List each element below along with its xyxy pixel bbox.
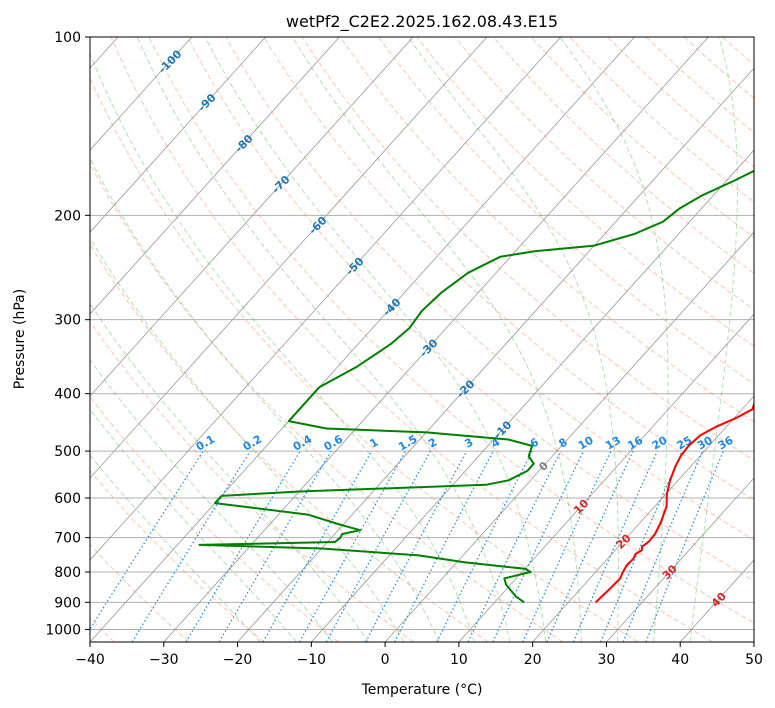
- dry-adiabat: [90, 320, 414, 642]
- mixing-ratio-line: [299, 450, 407, 642]
- isotherm--90: [90, 37, 266, 233]
- dewpoint-profile: [198, 169, 754, 604]
- isotherm--70: [90, 37, 414, 397]
- moist-adiabat: [90, 52, 475, 642]
- moist-adiabat: [90, 157, 440, 642]
- moist-adiabat: [90, 237, 405, 642]
- isotherm--10: [311, 149, 754, 642]
- mixing-ratio-line: [600, 450, 683, 642]
- isotherm-20: [532, 395, 754, 642]
- dry-adiabat: [416, 37, 754, 347]
- x-tick-label: −30: [149, 652, 179, 668]
- isotherm--80: [90, 37, 340, 315]
- y-tick-label: 700: [54, 531, 81, 547]
- plot-area: 0.1 0.2 0.4 0.6 1 1.5 2 3 4 6 8 10 13 16 20 25 30 36-100-…: [89, 36, 755, 643]
- moist-adiabat: [559, 37, 669, 642]
- mixing-ratio-line: [546, 450, 634, 642]
- moist-adiabat: [291, 37, 582, 642]
- x-tick-label: 0: [381, 652, 390, 668]
- y-tick-label: 900: [54, 595, 81, 611]
- y-tick-label: 800: [54, 565, 81, 581]
- mixing-ratio-line: [325, 450, 431, 642]
- isotherm--60: [90, 37, 488, 479]
- dry-adiabat: [90, 469, 265, 642]
- x-axis-label: Temperature (°C): [361, 682, 483, 698]
- dry-adiabat: [263, 37, 754, 501]
- x-tick-label: −40: [75, 652, 105, 668]
- x-tick-label: 10: [450, 652, 468, 668]
- isotherm--100: [90, 37, 193, 151]
- mixing-ratio-line: [90, 450, 204, 631]
- dry-adiabat: [339, 37, 754, 423]
- y-axis-label: Pressure (hPa): [12, 289, 28, 389]
- x-tick-label: −10: [297, 652, 327, 668]
- dry-adiabat: [301, 37, 754, 461]
- isotherm-10: [458, 313, 754, 642]
- mixing-ratio-line: [645, 450, 724, 642]
- chart-title: wetPf2_C2E2.2025.162.08.43.E15: [286, 12, 558, 32]
- mixing-ratio-line: [572, 450, 658, 642]
- plot-frame: [89, 36, 755, 643]
- isotherm--40: [90, 37, 635, 642]
- moist-adiabat: [689, 37, 738, 642]
- isotherm-0: [384, 231, 754, 642]
- dry-adiabat: [90, 162, 564, 642]
- y-tick-label: 300: [54, 313, 81, 329]
- x-tick-label: 40: [671, 652, 689, 668]
- y-tick-label: 400: [54, 387, 81, 403]
- mixing-ratio-line: [622, 450, 704, 642]
- dry-adiabat: [90, 243, 489, 642]
- x-tick-label: 30: [598, 652, 616, 668]
- y-tick-label: 600: [54, 491, 81, 507]
- y-tick-label: 500: [54, 444, 81, 460]
- axes: −40 −30 −20 −10 0 10 20 30 40 50 100 200 300 400 500 60…: [45, 30, 763, 668]
- temperature-profile: [595, 401, 754, 604]
- isotherm--30: [163, 37, 709, 642]
- moist-adiabat: [136, 37, 511, 642]
- dry-adiabat: [454, 37, 754, 310]
- moist-adiabat: [90, 454, 261, 642]
- dry-adiabat: [186, 37, 754, 582]
- x-tick-label: 50: [745, 652, 763, 668]
- y-tick-label: 200: [54, 208, 81, 224]
- mixing-ratio-line: [365, 450, 468, 642]
- x-tick-label: 20: [524, 652, 542, 668]
- moist-adiabat: [90, 408, 297, 642]
- moist-adiabat: [90, 302, 369, 642]
- x-tick-label: −20: [223, 652, 253, 668]
- isotherm--50: [90, 37, 562, 561]
- y-tick-label: 100: [54, 30, 81, 46]
- profiles: [198, 169, 754, 604]
- moist-adiabat: [407, 37, 619, 642]
- mixing-ratio-line: [436, 450, 533, 642]
- dry-adiabat: [225, 37, 754, 541]
- background-lines: [90, 37, 754, 642]
- mixing-ratio-line: [131, 450, 251, 642]
- isotherm-30: [606, 477, 754, 642]
- moist-adiabat: [204, 37, 547, 642]
- dry-adiabat: [90, 76, 639, 642]
- y-tick-label: 1000: [45, 622, 81, 638]
